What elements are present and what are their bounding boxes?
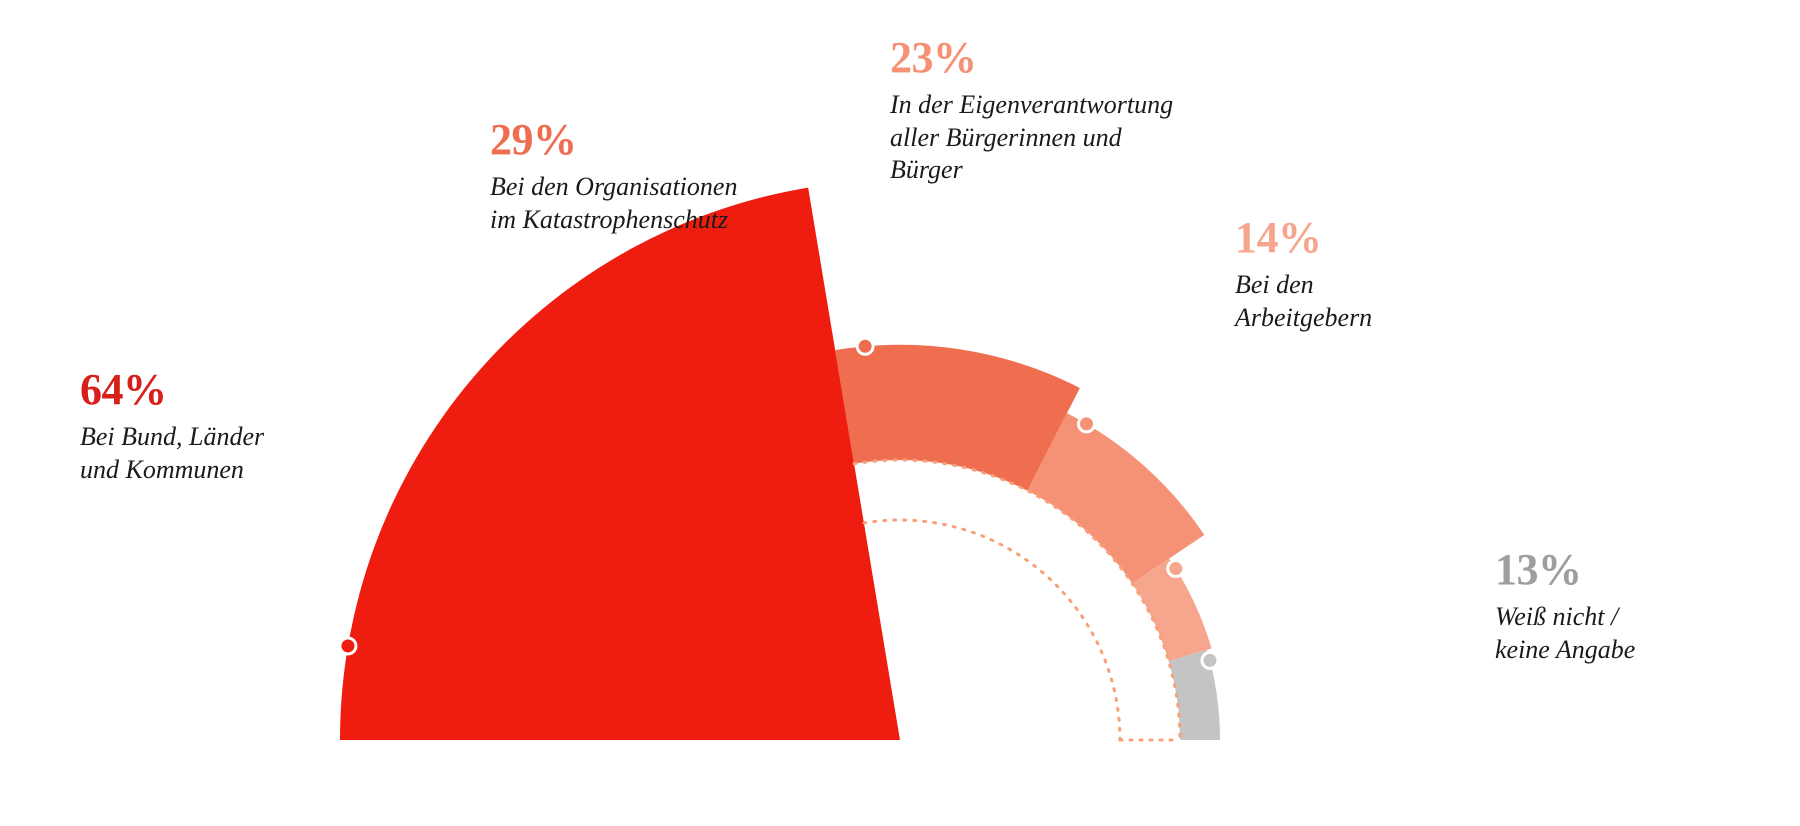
segment-pct-0: 64% bbox=[80, 362, 264, 417]
segment-pct-4: 13% bbox=[1495, 542, 1635, 597]
segment-label-4: 13%Weiß nicht /keine Angabe bbox=[1495, 542, 1635, 666]
segment-label-3: 14%Bei denArbeitgebern bbox=[1235, 210, 1372, 334]
pin-dot-0 bbox=[340, 638, 356, 654]
segment-desc-0: Bei Bund, Länderund Kommunen bbox=[80, 421, 264, 486]
segment-pct-2: 23% bbox=[890, 30, 1173, 85]
segment-pct-3: 14% bbox=[1235, 210, 1372, 265]
segment-0 bbox=[340, 188, 900, 740]
segment-label-2: 23%In der Eigenverantwortungaller Bürger… bbox=[890, 30, 1173, 187]
pin-dot-2 bbox=[1079, 416, 1095, 432]
pin-dot-4 bbox=[1202, 652, 1218, 668]
dotted-arc-1 bbox=[864, 520, 1120, 740]
segment-label-0: 64%Bei Bund, Länderund Kommunen bbox=[80, 362, 264, 486]
segment-desc-2: In der Eigenverantwortungaller Bürgerinn… bbox=[890, 89, 1173, 187]
segment-label-1: 29%Bei den Organisationenim Katastrophen… bbox=[490, 112, 737, 236]
segment-desc-1: Bei den Organisationenim Katastrophensch… bbox=[490, 171, 737, 236]
pin-dot-3 bbox=[1168, 561, 1184, 577]
segment-pct-1: 29% bbox=[490, 112, 737, 167]
segment-desc-3: Bei denArbeitgebern bbox=[1235, 269, 1372, 334]
segment-desc-4: Weiß nicht /keine Angabe bbox=[1495, 601, 1635, 666]
pin-dot-1 bbox=[857, 338, 873, 354]
